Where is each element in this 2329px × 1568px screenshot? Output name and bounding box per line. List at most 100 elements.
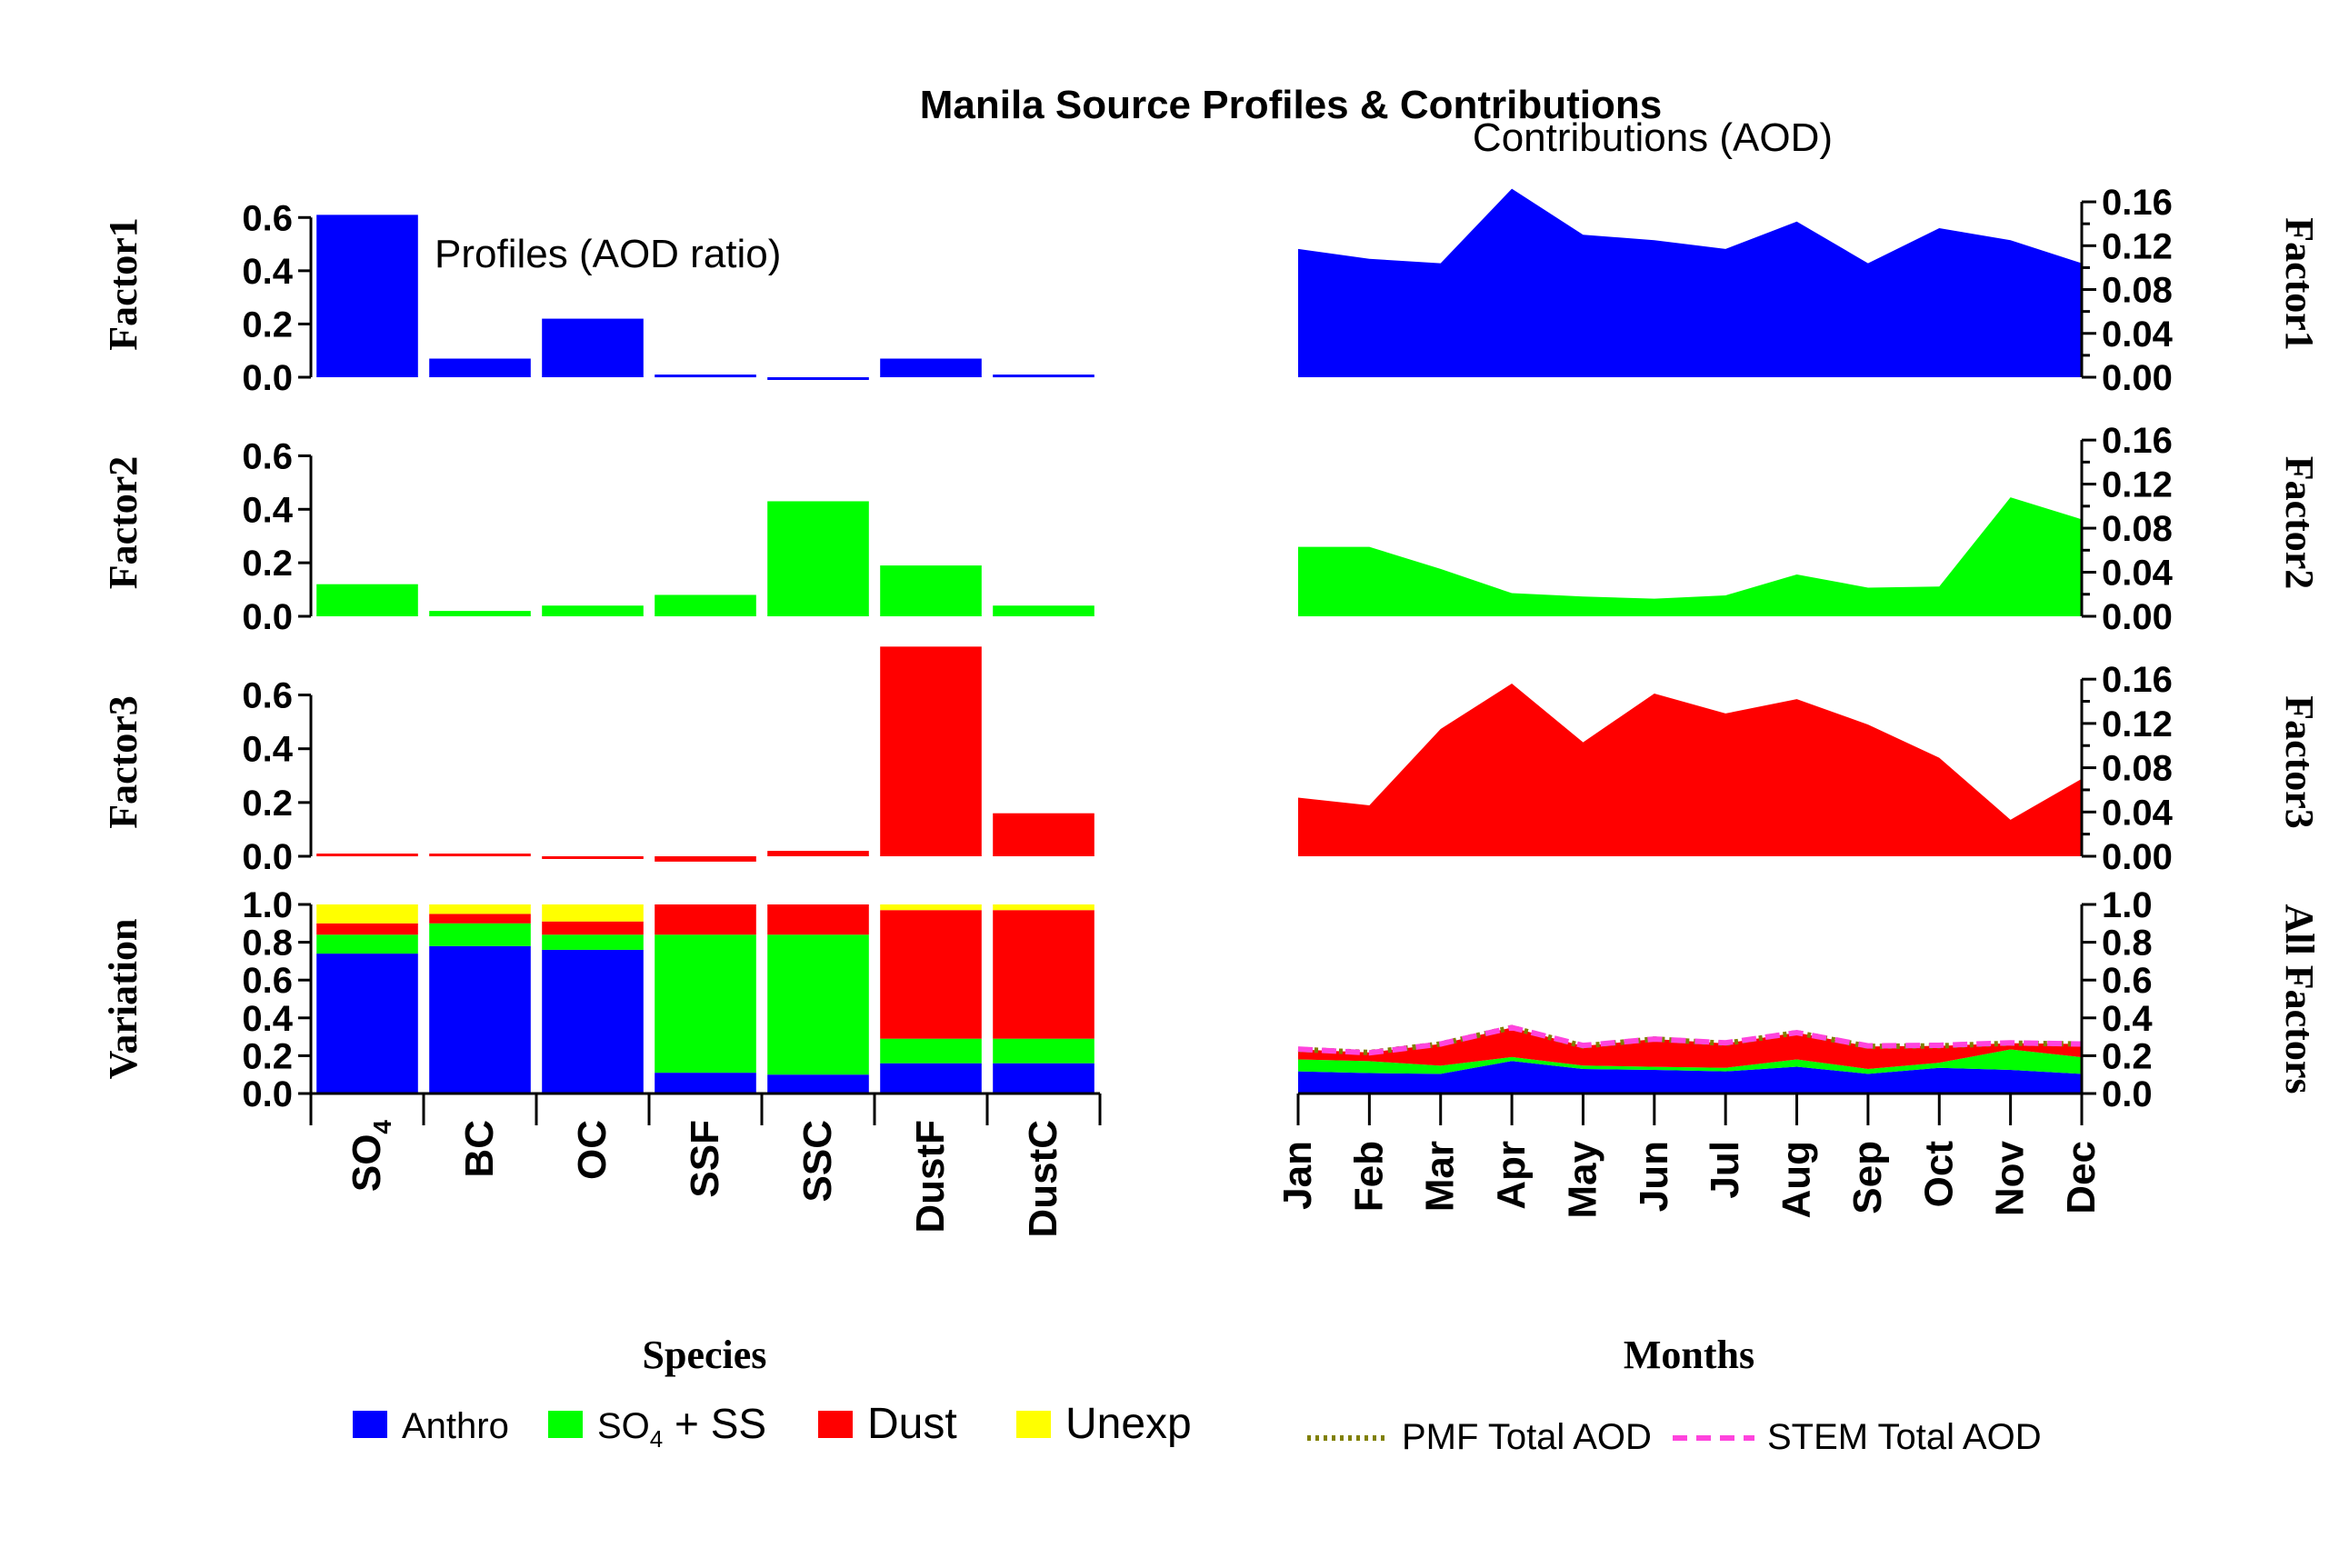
- variation-bar-unexp-so4: [316, 904, 418, 924]
- variation-bar-dust-oc: [542, 921, 644, 935]
- legend-swatch-dust: [818, 1411, 853, 1438]
- legend-aod: PMF Total AOD STEM Total AOD: [1307, 1417, 2042, 1457]
- profile-bar-factor1-so4: [316, 215, 418, 377]
- profile-bar-factor3-bc: [429, 854, 531, 857]
- profile-bar-factor3-oc: [542, 856, 644, 859]
- legend-swatch-unexp: [1016, 1411, 1051, 1438]
- profile-factor1-y-tick-label: 0.0: [242, 358, 293, 398]
- profile-bar-factor1-bc: [429, 358, 531, 377]
- variation-bar-anthro-oc: [542, 949, 644, 1094]
- contribution-area-factor1: [1298, 188, 2082, 377]
- panels-group: 0.00.20.40.6Factor10.00.20.40.6Factor20.…: [101, 183, 2322, 1238]
- row-label-left-factor3: Factor3: [101, 695, 145, 829]
- profile-bar-factor3-ssc: [767, 851, 869, 856]
- profile-factor3-y-tick-label: 0.4: [242, 730, 293, 770]
- contribution-area-factor2: [1298, 497, 2082, 616]
- contribution-factor3-y-tick-label: 0.00: [2102, 837, 2173, 877]
- legend-label-stem-total-aod: STEM Total AOD: [1767, 1417, 2042, 1457]
- variation-bar-anthro-ssf: [655, 1073, 756, 1094]
- variation-bar-anthro-bc: [429, 945, 531, 1094]
- variation-bar-so4-ss-dustc: [993, 1038, 1095, 1064]
- all-factors-y-tick-label: 0.0: [2102, 1074, 2153, 1114]
- month-tick-label-sep: Sep: [1845, 1141, 1890, 1214]
- variation-y-tick-label: 1.0: [242, 885, 293, 925]
- month-tick-label-nov: Nov: [1988, 1140, 2033, 1216]
- all-factors-area-factor2: [1298, 1049, 2082, 1074]
- variation-bar-dust-dustc: [993, 910, 1095, 1039]
- variation-bar-so4-ss-bc: [429, 923, 531, 946]
- contributions-subtitle: Contributions (AOD): [1473, 115, 1833, 160]
- profile-bar-factor2-so4: [316, 584, 418, 616]
- variation-bar-dust-bc: [429, 914, 531, 924]
- variation-bar-unexp-bc: [429, 904, 531, 914]
- month-tick-label-jun: Jun: [1632, 1141, 1676, 1212]
- profile-bar-factor1-dustc: [993, 375, 1095, 378]
- contribution-factor1-y-tick-label: 0.08: [2102, 271, 2173, 311]
- profile-factor2-y-tick-label: 0.6: [242, 436, 293, 476]
- month-tick-label-dec: Dec: [2059, 1141, 2104, 1214]
- all-factors-y-tick-label: 0.6: [2102, 961, 2153, 1001]
- all-factors-area-factor3: [1298, 1027, 2082, 1069]
- contribution-factor3-y-tick-label: 0.04: [2102, 793, 2174, 833]
- variation-bar-anthro-dustc: [993, 1063, 1095, 1094]
- variation-bar-dust-so4: [316, 923, 418, 935]
- profile-factor3-y-tick-label: 0.0: [242, 837, 293, 877]
- row-label-right-factor3: Factor3: [2277, 695, 2322, 829]
- row-label-left-variation: Variation: [101, 919, 145, 1080]
- species-tick-label-bc: BC: [457, 1120, 502, 1178]
- variation-bar-so4-ss-oc: [542, 934, 644, 950]
- species-tick-label-dustf: DustF: [908, 1120, 953, 1233]
- profile-factor2-y-tick-label: 0.0: [242, 597, 293, 637]
- profile-bar-factor1-ssf: [655, 375, 756, 378]
- contribution-factor3-y-tick-label: 0.16: [2102, 660, 2173, 700]
- species-tick-label-so4: SO4: [345, 1120, 396, 1193]
- contribution-factor1-y-tick-label: 0.12: [2102, 226, 2173, 266]
- variation-y-tick-label: 0.6: [242, 961, 293, 1001]
- row-label-right-all-factors: All Factors: [2277, 904, 2322, 1094]
- variation-bar-anthro-so4: [316, 954, 418, 1094]
- chart-title: Manila Source Profiles & Contributions: [920, 83, 1663, 127]
- legend-species: Anthro SO4 + SS Dust Unexp: [353, 1400, 1192, 1453]
- contribution-factor2-y-tick-label: 0.08: [2102, 509, 2173, 549]
- contribution-factor1-y-tick-label: 0.00: [2102, 358, 2173, 398]
- contribution-factor2-y-tick-label: 0.16: [2102, 421, 2173, 461]
- legend-swatch-so: [548, 1411, 583, 1438]
- legend-label-pmf-total-aod: PMF Total AOD: [1402, 1417, 1652, 1457]
- species-tick-label-ssf: SSF: [683, 1120, 727, 1198]
- contribution-factor2-y-tick-label: 0.00: [2102, 597, 2173, 637]
- variation-bar-dust-ssc: [767, 904, 869, 935]
- profile-bar-factor2-oc: [542, 605, 644, 616]
- profile-bar-factor3-dustf: [880, 646, 982, 856]
- profile-bar-factor3-ssf: [655, 856, 756, 862]
- variation-bar-so4-ss-ssc: [767, 934, 869, 1075]
- variation-bar-unexp-dustc: [993, 904, 1095, 911]
- all-factors-y-tick-label: 0.4: [2102, 999, 2153, 1039]
- profile-factor3-y-tick-label: 0.2: [242, 784, 293, 824]
- all-factors-y-tick-label: 1.0: [2102, 885, 2153, 925]
- profiles-subtitle: Profiles (AOD ratio): [435, 232, 781, 276]
- profile-bar-factor3-so4: [316, 854, 418, 857]
- variation-y-tick-label: 0.2: [242, 1036, 293, 1076]
- row-label-right-factor2: Factor2: [2277, 456, 2322, 590]
- profile-bar-factor2-ssf: [655, 594, 756, 616]
- species-tick-label-ssc: SSC: [795, 1120, 840, 1202]
- legend-label-so: SO4 + SS: [597, 1400, 766, 1453]
- legend-label-dust: Dust: [867, 1400, 957, 1448]
- legend-label-unexp: Unexp: [1065, 1400, 1192, 1448]
- profile-factor1-y-tick-label: 0.4: [242, 252, 293, 292]
- contribution-factor1-y-tick-label: 0.04: [2102, 315, 2174, 355]
- x-axis-label-months: Months: [1624, 1333, 1754, 1377]
- profile-bar-factor2-bc: [429, 611, 531, 616]
- variation-bar-so4-ss-dustf: [880, 1038, 982, 1064]
- line-stem-total-aod: [1297, 1024, 2083, 1056]
- month-tick-label-mar: Mar: [1418, 1141, 1463, 1212]
- month-tick-label-oct: Oct: [1916, 1141, 1961, 1208]
- profile-bar-factor2-ssc: [767, 501, 869, 616]
- month-tick-label-may: May: [1560, 1140, 1604, 1218]
- contribution-factor3-y-tick-label: 0.08: [2102, 749, 2173, 789]
- profile-factor3-y-tick-label: 0.6: [242, 676, 293, 716]
- profile-factor2-y-tick-label: 0.2: [242, 544, 293, 584]
- contribution-factor2-y-tick-label: 0.04: [2102, 554, 2174, 594]
- profile-bar-factor1-ssc: [767, 377, 869, 380]
- variation-bar-unexp-dustf: [880, 904, 982, 911]
